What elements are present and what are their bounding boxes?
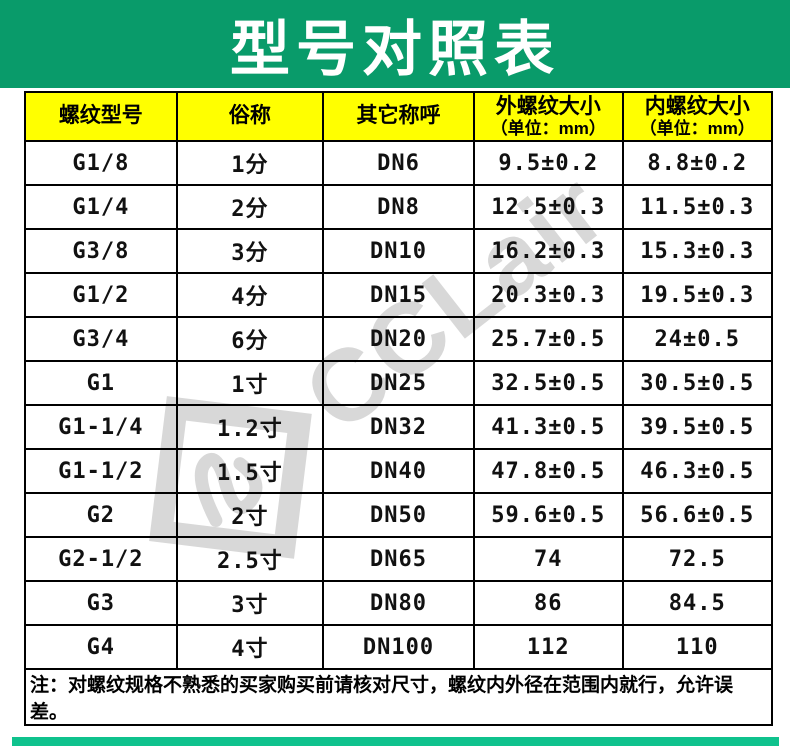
header-cell: 外螺纹大小 （单位：mm） [472, 91, 624, 142]
table-cell: 8.8±0.2 [621, 140, 774, 186]
table-cell: 47.8±0.5 [472, 448, 624, 494]
table-cell: DN25 [322, 360, 475, 406]
table-cell: G1 [24, 360, 178, 406]
table-cell: DN8 [322, 184, 475, 230]
header-cell: 内螺纹大小 （单位：mm） [621, 91, 774, 142]
table-cell: DN20 [322, 316, 475, 362]
table-row: G2 2寸 DN50 59.6±0.5 56.6±0.5 [24, 492, 774, 538]
table-cell: 86 [472, 580, 624, 626]
table-cell: DN65 [322, 536, 475, 582]
table-cell: DN50 [322, 492, 475, 538]
table-cell: 25.7±0.5 [472, 316, 624, 362]
table-cell: 84.5 [621, 580, 774, 626]
table-cell: 59.6±0.5 [472, 492, 624, 538]
table-row: G2-1/2 2.5寸 DN65 74 72.5 [24, 536, 774, 582]
table-cell: 39.5±0.5 [621, 404, 774, 450]
table-cell: 1.5寸 [175, 448, 325, 494]
table-row: G1 1寸 DN25 32.5±0.5 30.5±0.5 [24, 360, 774, 406]
table-row: G3 3寸 DN80 86 84.5 [24, 580, 774, 626]
table-cell: DN40 [322, 448, 475, 494]
table-row: G1/2 4分 DN15 20.3±0.3 19.5±0.3 [24, 272, 774, 318]
table-cell: 4分 [175, 272, 325, 318]
table-cell: DN80 [322, 580, 475, 626]
table-cell: 24±0.5 [621, 316, 774, 362]
table-cell: G1-1/2 [24, 448, 178, 494]
table-cell: 11.5±0.3 [621, 184, 774, 230]
table-row: G3/4 6分 DN20 25.7±0.5 24±0.5 [24, 316, 774, 362]
note-text: 注：对螺纹规格不熟悉的买家购买前请核对尺寸，螺纹内外径在范围内就行，允许误差。 [24, 668, 773, 726]
table-cell: 72.5 [621, 536, 774, 582]
header-cell: 螺纹型号 [24, 91, 178, 142]
table-cell: 9.5±0.2 [472, 140, 624, 186]
header-cell: 其它称呼 [322, 91, 475, 142]
table-cell: G3/8 [24, 228, 178, 274]
table-cell: 46.3±0.5 [621, 448, 774, 494]
table-cell: 110 [621, 624, 774, 670]
spec-table: 螺纹型号 俗称 其它称呼 外螺纹大小 （单位：mm） 内螺纹大小 （单位：mm） G1/8 1… [24, 91, 774, 726]
table-cell: 15.3±0.3 [621, 228, 774, 274]
table-cell: DN10 [322, 228, 475, 274]
table-cell: 4寸 [175, 624, 325, 670]
table-cell: DN32 [322, 404, 475, 450]
table-cell: 2分 [175, 184, 325, 230]
table-cell: 1寸 [175, 360, 325, 406]
table-cell: G1/2 [24, 272, 178, 318]
table-cell: G3/4 [24, 316, 178, 362]
table-cell: 32.5±0.5 [472, 360, 624, 406]
table-cell: 3分 [175, 228, 325, 274]
table-cell: 6分 [175, 316, 325, 362]
table-cell: G2 [24, 492, 178, 538]
table-row: G1/8 1分 DN6 9.5±0.2 8.8±0.2 [24, 140, 774, 186]
header-label: 内螺纹大小 [644, 94, 750, 118]
table-cell: 30.5±0.5 [621, 360, 774, 406]
table-cell: G1/4 [24, 184, 178, 230]
table-cell: 2寸 [175, 492, 325, 538]
page-title: 型号对照表 [230, 15, 560, 83]
table-cell: G3 [24, 580, 178, 626]
table-cell: 1.2寸 [175, 404, 325, 450]
bottom-accent-bar [12, 737, 779, 746]
table-row: G1-1/2 1.5寸 DN40 47.8±0.5 46.3±0.5 [24, 448, 774, 494]
table-cell: 12.5±0.3 [472, 184, 624, 230]
table-cell: DN100 [322, 624, 475, 670]
table-cell: 112 [472, 624, 624, 670]
header-unit: （单位：mm） [490, 118, 606, 138]
table-cell: 1分 [175, 140, 325, 186]
table-cell: 56.6±0.5 [621, 492, 774, 538]
table-cell: G1-1/4 [24, 404, 178, 450]
table-cell: G2-1/2 [24, 536, 178, 582]
note-row: 注：对螺纹规格不熟悉的买家购买前请核对尺寸，螺纹内外径在范围内就行，允许误差。 [24, 668, 773, 726]
table-cell: DN15 [322, 272, 475, 318]
table-cell: 3寸 [175, 580, 325, 626]
table-row: G4 4寸 DN100 112 110 [24, 624, 774, 670]
table-header-row: 螺纹型号 俗称 其它称呼 外螺纹大小 （单位：mm） 内螺纹大小 （单位：mm） [24, 91, 774, 142]
header-cell: 俗称 [175, 91, 325, 142]
table-row: G1-1/4 1.2寸 DN32 41.3±0.5 39.5±0.5 [24, 404, 774, 450]
table-cell: DN6 [322, 140, 475, 186]
table-cell: 16.2±0.3 [472, 228, 624, 274]
header-banner: 型号对照表 [0, 0, 790, 88]
table-cell: 19.5±0.3 [621, 272, 774, 318]
header-label: 俗称 [228, 104, 271, 128]
header-unit: （单位：mm） [639, 118, 755, 138]
table-cell: 41.3±0.5 [472, 404, 624, 450]
header-label: 其它称呼 [356, 104, 441, 128]
table-row: G1/4 2分 DN8 12.5±0.3 11.5±0.3 [24, 184, 774, 230]
table-cell: 74 [472, 536, 624, 582]
header-label: 螺纹型号 [58, 104, 143, 128]
table-row: G3/8 3分 DN10 16.2±0.3 15.3±0.3 [24, 228, 774, 274]
table-cell: 20.3±0.3 [472, 272, 624, 318]
table-cell: G1/8 [24, 140, 178, 186]
table-cell: 2.5寸 [175, 536, 325, 582]
header-label: 外螺纹大小 [495, 94, 601, 118]
table-cell: G4 [24, 624, 178, 670]
